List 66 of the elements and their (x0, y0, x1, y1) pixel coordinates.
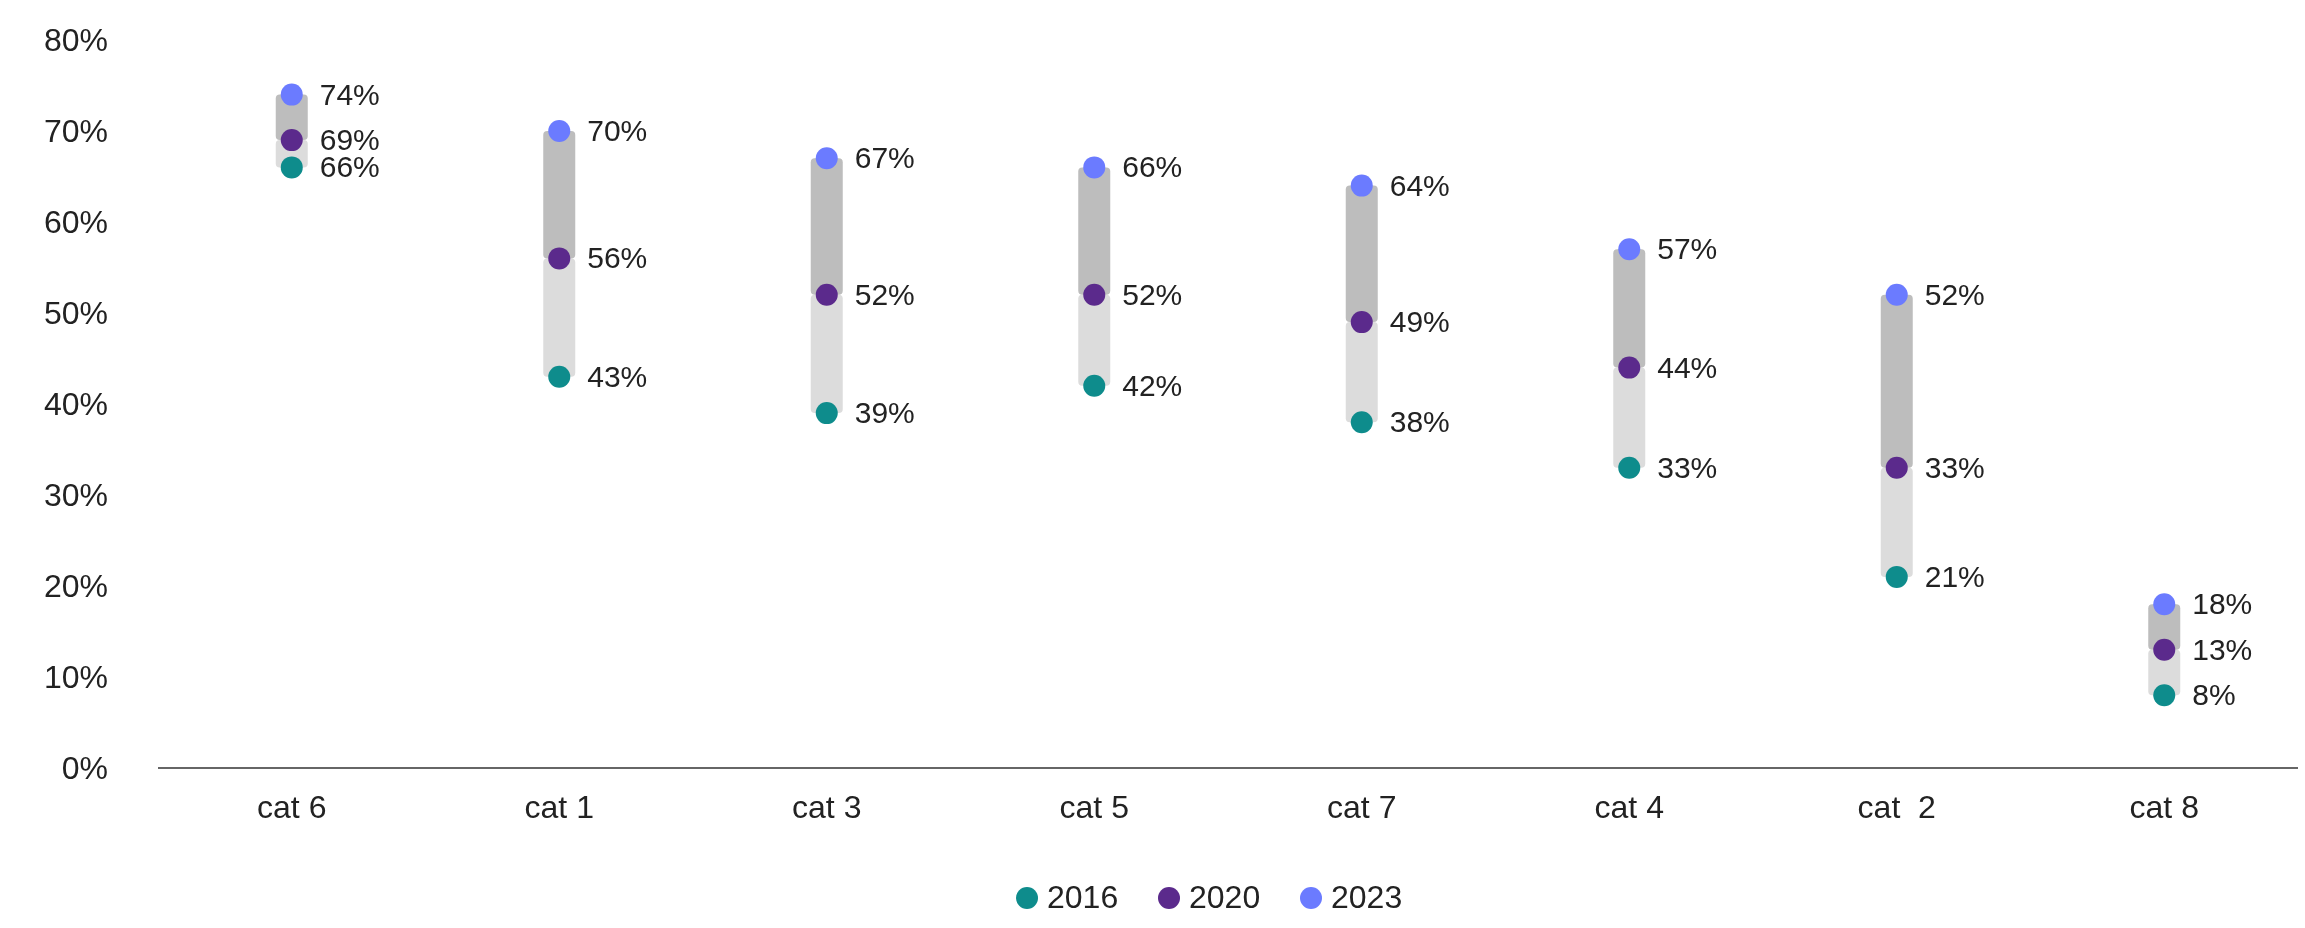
data-label: 52% (854, 277, 915, 311)
data-label: 21% (1924, 559, 1985, 593)
point (280, 156, 303, 179)
data-label: 52% (1122, 277, 1183, 311)
point (1083, 374, 1106, 397)
data-label: 33% (1657, 450, 1718, 484)
data-label: 56% (587, 241, 648, 275)
point (2153, 593, 2176, 616)
x-tick-label: cat 3 (792, 789, 862, 825)
y-tick-label: 20% (43, 568, 108, 604)
y-tick-label: 40% (43, 386, 108, 422)
data-label: 70% (587, 114, 648, 147)
point (815, 283, 838, 306)
data-label: 57% (1657, 232, 1718, 266)
data-label: 43% (587, 359, 648, 393)
data-label: 52% (1924, 277, 1985, 311)
point (1350, 411, 1373, 434)
point (548, 365, 571, 388)
data-label: 42% (1122, 368, 1183, 402)
point (1350, 174, 1373, 197)
data-label: 38% (1389, 405, 1450, 439)
data-label: 67% (854, 141, 915, 175)
data-label: 18% (2192, 587, 2253, 621)
x-tick-label: cat 4 (1594, 789, 1664, 825)
point (2153, 638, 2176, 661)
y-tick-label: 50% (43, 295, 108, 331)
point (1618, 238, 1641, 261)
point (815, 147, 838, 170)
x-tick-label: cat 6 (257, 789, 327, 825)
data-label: 33% (1924, 450, 1985, 484)
data-label: 74% (319, 77, 380, 111)
x-tick-label: cat 8 (2129, 789, 2199, 825)
data-label: 66% (1122, 150, 1183, 184)
y-tick-label: 0% (61, 750, 108, 786)
data-label: 39% (854, 396, 915, 430)
point (1618, 356, 1641, 379)
data-label: 13% (2192, 632, 2253, 666)
point (1618, 456, 1641, 479)
legend-label: 2023 (1331, 879, 1403, 915)
point (1885, 283, 1908, 306)
x-tick-label: cat 5 (1059, 789, 1129, 825)
point (280, 129, 303, 152)
point (2153, 684, 2176, 707)
x-tick-label: cat 1 (524, 789, 594, 825)
y-tick-label: 70% (43, 113, 108, 149)
point (1083, 283, 1106, 306)
x-tick-label: cat 7 (1327, 789, 1397, 825)
point (280, 83, 303, 106)
legend-label: 2020 (1189, 879, 1261, 915)
x-tick-label: cat 2 (1857, 789, 1936, 825)
point (548, 120, 571, 142)
point (1083, 156, 1106, 179)
y-tick-label: 80% (43, 22, 108, 58)
legend-label: 2016 (1047, 879, 1119, 915)
data-label: 49% (1389, 305, 1450, 339)
y-tick-label: 60% (43, 204, 108, 240)
data-label: 8% (2192, 678, 2236, 712)
point (815, 402, 838, 425)
point (1885, 565, 1908, 588)
y-tick-label: 10% (43, 659, 108, 695)
data-label: 44% (1657, 350, 1718, 384)
y-tick-label: 30% (43, 477, 108, 513)
point (1350, 311, 1373, 334)
point (1885, 456, 1908, 479)
point (548, 247, 571, 270)
data-label: 64% (1389, 168, 1450, 202)
